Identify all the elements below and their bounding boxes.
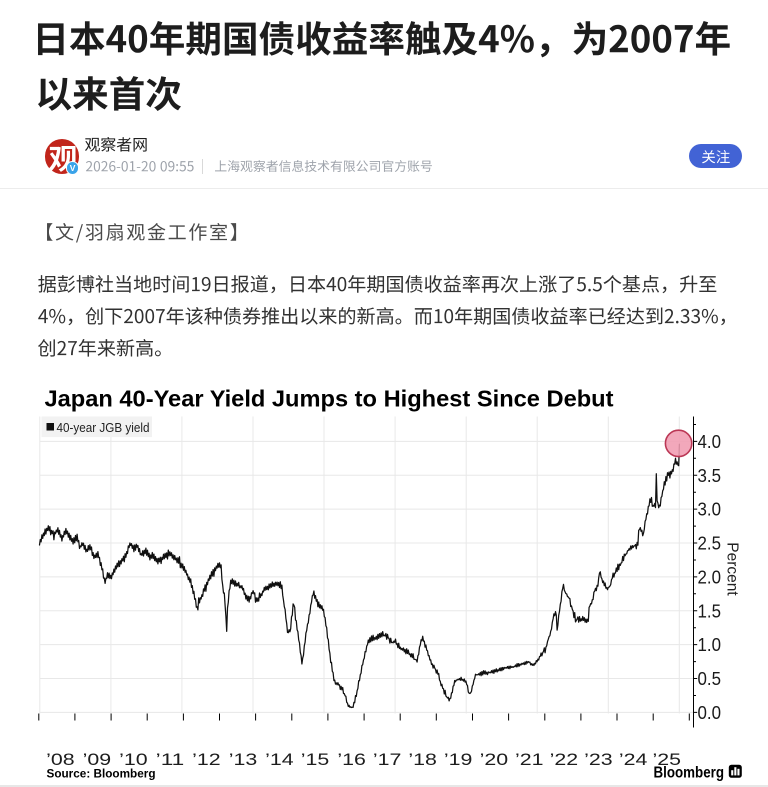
svg-text:’13: ’13 <box>229 750 258 769</box>
svg-text:’22: ’22 <box>550 750 579 769</box>
svg-text:’17: ’17 <box>373 750 402 769</box>
svg-text:’11: ’11 <box>156 750 185 769</box>
svg-text:’16: ’16 <box>337 750 366 769</box>
svg-text:Japan 40-Year Yield Jumps to H: Japan 40-Year Yield Jumps to Highest Sin… <box>45 386 614 412</box>
svg-text:3.0: 3.0 <box>698 500 722 520</box>
svg-text:Source: Bloomberg: Source: Bloomberg <box>47 767 156 781</box>
svg-text:’20: ’20 <box>480 750 509 769</box>
svg-text:’25: ’25 <box>653 750 682 769</box>
svg-text:V: V <box>70 163 76 173</box>
svg-text:’24: ’24 <box>619 750 648 769</box>
svg-text:’23: ’23 <box>584 750 613 769</box>
svg-text:Percent: Percent <box>724 542 741 596</box>
svg-text:’14: ’14 <box>265 750 294 769</box>
svg-text:4.0: 4.0 <box>698 432 722 452</box>
svg-text:2.0: 2.0 <box>698 567 722 587</box>
svg-text:’19: ’19 <box>444 750 473 769</box>
svg-text:3.5: 3.5 <box>698 466 722 486</box>
svg-text:’08: ’08 <box>46 750 75 769</box>
svg-text:’15: ’15 <box>301 750 330 769</box>
svg-text:’09: ’09 <box>83 750 112 769</box>
svg-text:’12: ’12 <box>192 750 221 769</box>
svg-text:0.0: 0.0 <box>698 703 722 723</box>
svg-text:2.5: 2.5 <box>698 534 722 554</box>
svg-text:0.5: 0.5 <box>698 669 722 689</box>
svg-text:40-year JGB yield: 40-year JGB yield <box>57 420 150 435</box>
svg-text:Bloomberg: Bloomberg <box>654 765 725 782</box>
svg-text:1.5: 1.5 <box>698 601 722 621</box>
svg-text:’18: ’18 <box>408 750 437 769</box>
svg-text:’21: ’21 <box>515 750 544 769</box>
svg-text:1.0: 1.0 <box>698 635 722 655</box>
svg-text:’10: ’10 <box>119 750 148 769</box>
